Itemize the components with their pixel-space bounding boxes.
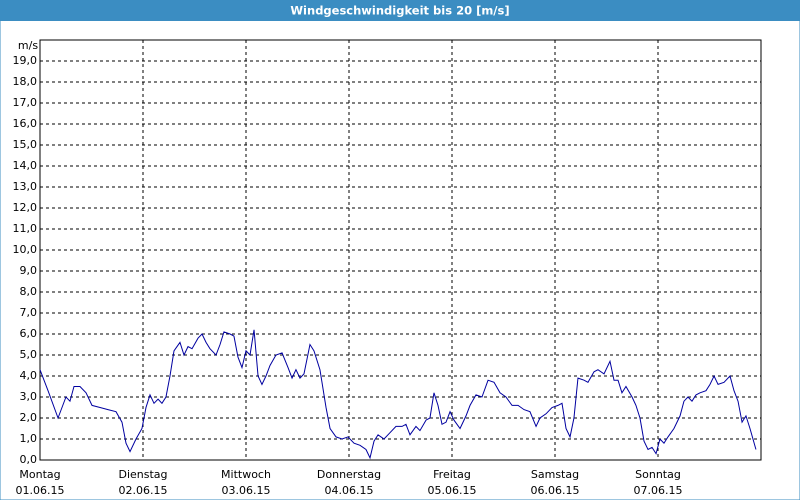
y-tick-label: 1,0 xyxy=(20,432,38,445)
y-tick-label: 16,0 xyxy=(13,117,38,130)
y-tick-label: 18,0 xyxy=(13,75,38,88)
y-tick-label: 12,0 xyxy=(13,201,38,214)
x-tick-label: Mittwoch xyxy=(221,468,271,481)
x-tick-date: 02.06.15 xyxy=(119,484,168,497)
x-tick-date: 04.06.15 xyxy=(325,484,374,497)
y-tick-label: 4,0 xyxy=(20,369,38,382)
x-tick-label: Montag xyxy=(19,468,60,481)
x-tick-label: Samstag xyxy=(531,468,579,481)
y-tick-label: 3,0 xyxy=(20,390,38,403)
x-tick-date: 03.06.15 xyxy=(222,484,271,497)
y-tick-label: 7,0 xyxy=(20,306,38,319)
x-tick-label: Freitag xyxy=(433,468,471,481)
x-tick-date: 01.06.15 xyxy=(16,484,65,497)
y-tick-label: 5,0 xyxy=(20,348,38,361)
y-tick-label: 2,0 xyxy=(20,411,38,424)
x-tick-date: 05.06.15 xyxy=(428,484,477,497)
chart-title: Windgeschwindigkeit bis 20 [m/s] xyxy=(290,4,509,18)
y-tick-label: 17,0 xyxy=(13,96,38,109)
y-tick-label: 0,0 xyxy=(20,453,38,466)
y-axis-label: m/s xyxy=(18,39,38,52)
x-tick-label: Donnerstag xyxy=(317,468,381,481)
y-tick-label: 14,0 xyxy=(13,159,38,172)
y-tick-label: 10,0 xyxy=(13,243,38,256)
wind-line xyxy=(39,329,757,460)
x-tick-label: Dienstag xyxy=(118,468,167,481)
y-tick-label: 6,0 xyxy=(20,327,38,340)
y-tick-label: 8,0 xyxy=(20,285,38,298)
title-bar xyxy=(0,0,800,21)
y-tick-label: 15,0 xyxy=(13,138,38,151)
y-tick-label: 13,0 xyxy=(13,180,38,193)
x-tick-date: 07.06.15 xyxy=(634,484,683,497)
y-tick-label: 9,0 xyxy=(20,264,38,277)
y-tick-label: 19,0 xyxy=(13,54,38,67)
x-tick-date: 06.06.15 xyxy=(531,484,580,497)
y-tick-label: 11,0 xyxy=(13,222,38,235)
x-tick-label: Sonntag xyxy=(635,468,681,481)
plot-frame xyxy=(39,39,762,461)
